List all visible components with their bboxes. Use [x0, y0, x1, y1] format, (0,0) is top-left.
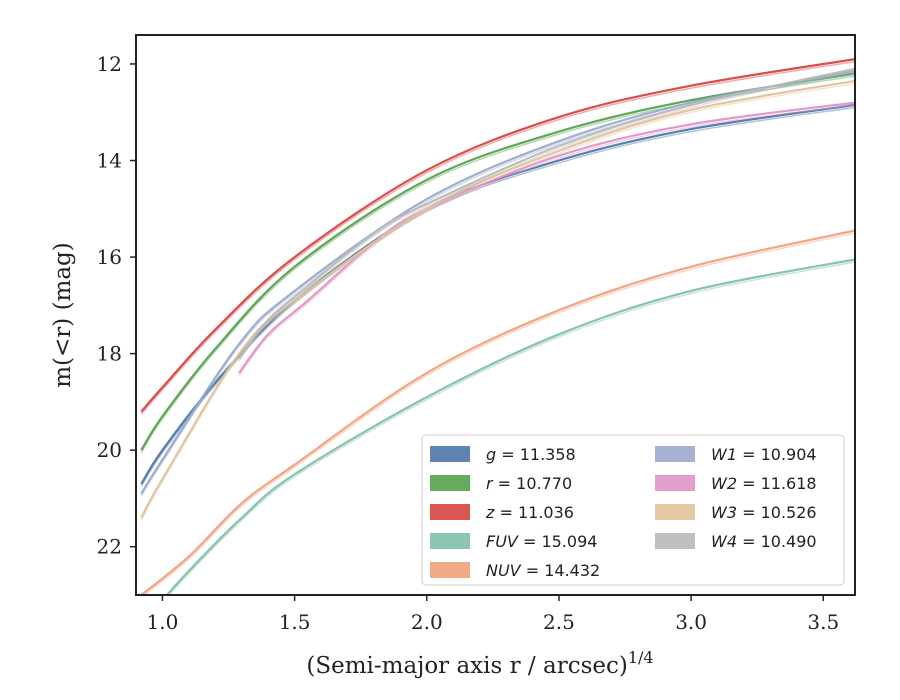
legend-label-z: z = 11.036: [485, 503, 574, 522]
legend-series-value: 15.094: [541, 532, 597, 551]
legend-label-fuv: FUV = 15.094: [486, 532, 597, 551]
legend-equals: =: [518, 532, 542, 551]
legend-label-w3: W3 = 10.526: [711, 503, 817, 522]
legend-swatch-r: [430, 475, 470, 491]
legend-series-name: g: [486, 445, 496, 464]
series-line-fuv-secondary: [168, 261, 855, 595]
legend-series-name: W3: [711, 503, 737, 522]
legend-equals: =: [496, 445, 520, 464]
legend-swatch-w3: [655, 504, 695, 520]
legend-series-name: FUV: [486, 532, 519, 551]
legend-swatch-w4: [655, 533, 695, 549]
series-line-w2-secondary: [238, 104, 855, 376]
legend-series-value: 10.904: [761, 445, 817, 464]
x-axis-label-main: (Semi-major axis r / arcsec): [306, 653, 627, 679]
y-tick-label: 12: [97, 52, 122, 76]
legend-label-w2: W2 = 11.618: [711, 474, 817, 493]
legend-equals: =: [737, 503, 761, 522]
legend-equals: =: [737, 532, 761, 551]
legend-label-r: r = 10.770: [486, 474, 572, 493]
legend-label-w4: W4 = 10.490: [711, 532, 817, 551]
legend-series-value: 10.526: [761, 503, 817, 522]
legend-series-value: 11.036: [518, 503, 574, 522]
legend-equals: =: [521, 561, 545, 580]
x-tick-label: 3.5: [807, 610, 839, 634]
y-tick-label: 14: [97, 149, 122, 173]
series-line-z: [140, 58, 855, 413]
series-line-w4: [238, 67, 855, 360]
series-line-w3-secondary: [140, 82, 855, 521]
y-tick-label: 18: [97, 342, 122, 366]
series-line-r: [140, 72, 855, 451]
legend-series-name: z: [485, 503, 495, 522]
x-axis-label: (Semi-major axis r / arcsec)1/4: [306, 648, 653, 679]
y-tick-label: 22: [97, 535, 122, 559]
legend-swatch-g: [430, 446, 470, 462]
x-axis: 1.0 1.5 2.0 2.5 3.0 3.5: [147, 595, 839, 634]
legend-series-value: 10.490: [761, 532, 817, 551]
x-tick-label: 2.5: [543, 610, 575, 634]
legend-swatch-nuv: [430, 562, 470, 578]
legend-series-value: 11.618: [761, 474, 817, 493]
legend-series-name: NUV: [486, 561, 522, 580]
legend-box: [421, 434, 845, 586]
series-line-w3: [140, 79, 855, 519]
series-line-z-secondary: [140, 60, 855, 415]
series-line-w4-secondary: [238, 70, 855, 362]
legend-series-value: 11.358: [520, 445, 576, 464]
legend-swatch-z: [430, 504, 470, 520]
legend-equals: =: [493, 474, 517, 493]
series-line-fuv: [165, 258, 855, 595]
y-axis-label: m(<r) (mag): [50, 242, 76, 388]
x-tick-label: 3.0: [675, 610, 707, 634]
legend-series-value: 14.432: [544, 561, 600, 580]
legend-series-name: W2: [711, 474, 737, 493]
y-tick-label: 20: [97, 438, 122, 462]
legend-equals: =: [737, 445, 761, 464]
legend-swatch-w1: [655, 446, 695, 462]
legend-series-name: r: [486, 474, 494, 493]
series-line-w1: [140, 70, 855, 495]
legend-label-nuv: NUV = 14.432: [486, 561, 600, 580]
x-tick-label: 2.0: [411, 610, 443, 634]
y-tick-label: 16: [97, 245, 122, 269]
legend-series-name: W1: [711, 445, 737, 464]
legend-equals: =: [737, 474, 761, 493]
plot-frame: [135, 34, 856, 596]
legend-series-name: W4: [711, 532, 737, 551]
legend: g = 11.358 r = 10.770 z = 11.036 FUV = 15.0…: [421, 434, 845, 586]
x-tick-label: 1.5: [279, 610, 311, 634]
legend-label-g: g = 11.358: [486, 445, 576, 464]
legend-swatch-fuv: [430, 533, 470, 549]
legend-equals: =: [494, 503, 518, 522]
series-line-g-secondary: [140, 106, 855, 487]
plot-area: [140, 58, 855, 595]
series-line-nuv: [140, 229, 855, 595]
y-axis: 12 14 16 18 20 22: [97, 52, 136, 559]
series-line-nuv-secondary: [143, 232, 855, 595]
x-tick-label: 1.0: [147, 610, 179, 634]
legend-label-w1: W1 = 10.904: [711, 445, 817, 464]
legend-series-value: 10.770: [516, 474, 572, 493]
legend-swatch-w2: [655, 475, 695, 491]
x-axis-label-exponent: 1/4: [628, 648, 654, 667]
